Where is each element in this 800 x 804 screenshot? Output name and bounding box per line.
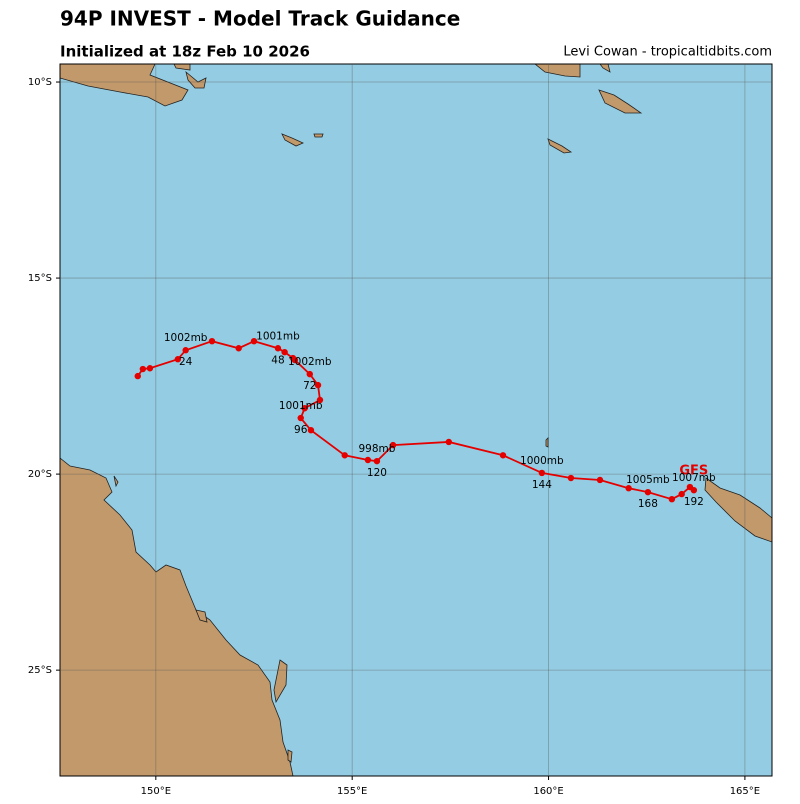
track-point xyxy=(139,365,147,373)
hour-label: 192 xyxy=(684,496,704,508)
track-point xyxy=(567,474,575,482)
land xyxy=(60,64,772,776)
hour-label: 168 xyxy=(638,498,658,510)
y-tick-label: 15°S xyxy=(28,273,52,284)
track-point xyxy=(364,456,372,464)
track-point xyxy=(274,345,282,352)
y-tick-label: 25°S xyxy=(28,665,52,676)
track-point xyxy=(208,337,216,345)
x-tick-label: 155°E xyxy=(337,786,367,797)
hour-label: 120 xyxy=(367,467,387,479)
track-point xyxy=(499,452,507,459)
track-point xyxy=(538,469,546,477)
hour-label: 24 xyxy=(179,356,193,368)
hour-label: 72 xyxy=(303,380,316,392)
track-point xyxy=(291,356,299,364)
x-tick-label: 150°E xyxy=(141,786,171,797)
track-point xyxy=(281,348,288,356)
y-tick-label: 20°S xyxy=(28,469,52,480)
track-point xyxy=(174,356,182,363)
pressure-label: 1002mb xyxy=(164,332,208,344)
hour-label: 48 xyxy=(271,354,284,366)
pressure-label: 1000mb xyxy=(520,455,564,467)
chart-subtitle: Initialized at 18z Feb 10 2026 xyxy=(60,43,310,61)
track-point xyxy=(307,426,315,434)
pressure-label: 1005mb xyxy=(626,474,670,486)
track-point xyxy=(644,488,652,496)
track-point xyxy=(316,396,324,404)
track-point xyxy=(297,414,304,422)
hour-label: 96 xyxy=(294,424,308,436)
track-point xyxy=(235,345,242,352)
track-point xyxy=(690,486,698,494)
track-point xyxy=(625,485,632,492)
pressure-label: 1001mb xyxy=(256,330,300,342)
pressure-label: 1002mb xyxy=(288,356,332,368)
track-point xyxy=(678,490,685,498)
track-point xyxy=(146,365,154,372)
x-tick-label: 165°E xyxy=(730,786,760,797)
track-point xyxy=(250,337,258,345)
track-point xyxy=(373,457,381,465)
track-point xyxy=(306,370,313,378)
pressure-label: 1007mb xyxy=(672,472,716,484)
track-point xyxy=(314,381,322,389)
pressure-label: 1001mb xyxy=(279,400,323,412)
map-frame xyxy=(59,63,773,777)
y-tick-label: 10°S xyxy=(28,77,52,88)
track-point xyxy=(445,438,452,446)
hour-label: 144 xyxy=(532,479,552,491)
track-point xyxy=(596,476,604,484)
track-point xyxy=(668,495,676,503)
track-point xyxy=(182,347,189,354)
track-point xyxy=(134,372,141,380)
legend-label: GFS xyxy=(679,464,708,479)
x-tick-label: 160°E xyxy=(533,786,563,797)
pressure-label: 998mb xyxy=(358,443,395,455)
track-point xyxy=(389,441,397,449)
chart-title: 94P INVEST - Model Track Guidance xyxy=(60,7,460,31)
track-point xyxy=(301,405,308,412)
track-point xyxy=(341,452,348,459)
credit: Levi Cowan - tropicaltidbits.com xyxy=(563,45,772,60)
